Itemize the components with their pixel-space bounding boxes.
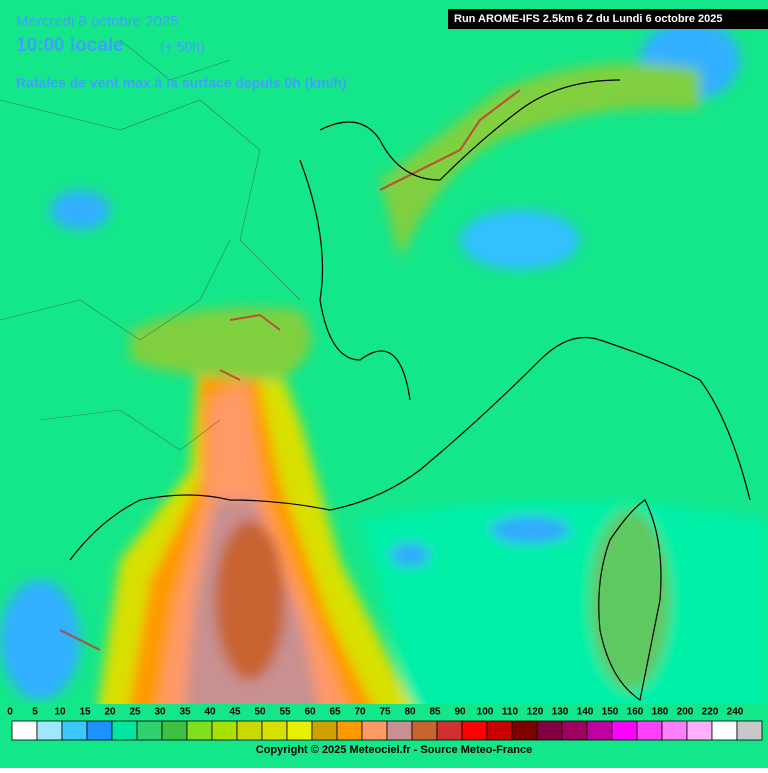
legend-label: 15 — [79, 707, 91, 718]
run-box — [448, 9, 768, 29]
legend-swatch — [236, 720, 263, 741]
time: 10:00 locale — [16, 35, 124, 56]
legend-swatch — [186, 720, 213, 741]
legend-label: 35 — [179, 707, 191, 718]
legend-swatch — [461, 720, 488, 741]
legend-label: 50 — [254, 707, 266, 718]
legend-label: 120 — [527, 707, 544, 718]
legend-label: 180 — [652, 707, 669, 718]
legend-label: 70 — [354, 707, 366, 718]
legend-swatch — [361, 720, 388, 741]
legend-swatch — [386, 720, 413, 741]
legend-swatch — [211, 720, 238, 741]
legend-label: 100 — [477, 707, 494, 718]
legend-label: 65 — [329, 707, 341, 718]
legend-swatch — [161, 720, 188, 741]
legend-swatch — [511, 720, 538, 741]
legend-swatch — [86, 720, 113, 741]
legend-swatch — [411, 720, 438, 741]
legend-label: 10 — [54, 707, 66, 718]
copyright: Copyright © 2025 Meteociel.fr - Source M… — [256, 744, 532, 756]
legend-swatch — [561, 720, 588, 741]
legend-label: 150 — [602, 707, 619, 718]
legend-swatch — [36, 720, 63, 741]
legend: 0 5 10 15 20 25 30 35 40 45 50 55 60 65 70 75 80 85 90 100 1… — [0, 704, 768, 768]
legend-label: 25 — [129, 707, 141, 718]
legend-swatch — [436, 720, 463, 741]
date: Mercredi 8 octobre 2025 — [16, 13, 179, 30]
legend-label: 85 — [429, 707, 441, 718]
legend-swatch — [611, 720, 638, 741]
legend-swatch — [286, 720, 313, 741]
legend-label: 75 — [379, 707, 391, 718]
lead-time: (+ 50h) — [160, 39, 205, 55]
legend-label: 200 — [677, 707, 694, 718]
legend-swatch — [486, 720, 513, 741]
legend-label: 55 — [279, 707, 291, 718]
legend-swatch — [136, 720, 163, 741]
legend-label: 30 — [154, 707, 166, 718]
subtitle: Rafales de vent max à la surface depuis … — [16, 75, 347, 91]
legend-label: 80 — [404, 707, 416, 718]
legend-label: 240 — [727, 707, 744, 718]
legend-label: 90 — [454, 707, 466, 718]
legend-swatch — [736, 720, 763, 741]
legend-label: 140 — [577, 707, 594, 718]
legend-swatch — [336, 720, 363, 741]
legend-swatch — [586, 720, 613, 741]
legend-label: 220 — [702, 707, 719, 718]
legend-label: 40 — [204, 707, 216, 718]
legend-swatch — [311, 720, 338, 741]
legend-label: 20 — [104, 707, 116, 718]
run-info: Run AROME-IFS 2.5km 6 Z du Lundi 6 octob… — [454, 13, 723, 25]
legend-label: 60 — [304, 707, 316, 718]
legend-label: 130 — [552, 707, 569, 718]
legend-swatch — [711, 720, 738, 741]
legend-swatch — [636, 720, 663, 741]
legend-label: 0 — [7, 707, 13, 718]
legend-swatch — [111, 720, 138, 741]
legend-label: 110 — [502, 707, 519, 718]
legend-swatch — [686, 720, 713, 741]
legend-swatch — [536, 720, 563, 741]
legend-label: 160 — [627, 707, 644, 718]
legend-swatch — [261, 720, 288, 741]
legend-swatch — [11, 720, 38, 741]
legend-label: 45 — [229, 707, 241, 718]
legend-swatch — [61, 720, 88, 741]
legend-swatch — [661, 720, 688, 741]
legend-label: 5 — [32, 707, 38, 718]
